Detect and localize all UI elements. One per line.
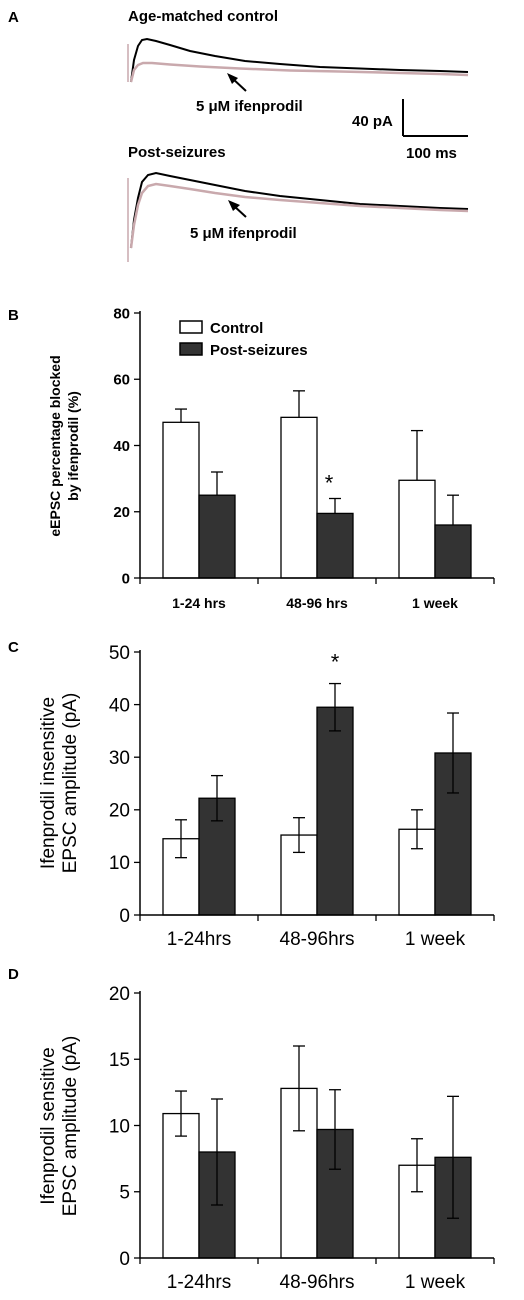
x-category-label-c-2: 1 week (405, 929, 466, 950)
x-category-label-d-1: 48-96hrs (280, 1272, 355, 1293)
arrow-head-control (227, 73, 238, 84)
y-tick-label-c-10: 10 (109, 853, 130, 874)
bar-d-s0-c0 (162, 1112, 200, 1259)
scale-bar-y-label: 40 pA (352, 113, 393, 130)
y-axis-label-b-line1: eEPSC percentage blocked (47, 355, 63, 536)
trace-post-seizures-ifenprodil (129, 182, 469, 249)
x-category-label-d-0: 1-24hrs (167, 1272, 231, 1293)
panel-d: D Ifenprodil sensitive EPSC amplitude (p… (8, 966, 495, 1293)
y-tick-label-d-10: 10 (109, 1116, 130, 1137)
panel-d-letter: D (8, 966, 19, 983)
y-tick-label-b-60: 60 (113, 372, 130, 389)
y-tick-label-d-20: 20 (109, 984, 130, 1005)
bar-b-s0-c1 (280, 416, 318, 579)
y-axis-label-d-line1: Ifenprodil sensitive (38, 1047, 59, 1204)
panel-b: B eEPSC percentage blocked by ifenprodil… (8, 305, 495, 611)
legend-swatch-post-seizures (179, 342, 203, 356)
x-category-label-b-2: 1 week (412, 595, 458, 611)
y-tick-label-c-40: 40 (109, 695, 130, 716)
panel-a-letter: A (8, 9, 19, 26)
trace-post-seizures-black (130, 171, 469, 249)
y-tick-label-b-0: 0 (122, 570, 130, 587)
y-tick-label-c-0: 0 (119, 906, 130, 927)
trace-control-black (130, 37, 469, 83)
significance-star-b-0: * (325, 471, 334, 496)
legend-label-control: Control (210, 320, 263, 337)
x-category-label-b-1: 48-96 hrs (286, 595, 348, 611)
bar-c-s0-c2 (398, 828, 436, 916)
y-tick-label-c-20: 20 (109, 801, 130, 822)
panel-b-letter: B (8, 307, 19, 324)
y-tick-label-d-0: 0 (119, 1249, 130, 1270)
trace-title-control: Age-matched control (128, 8, 278, 25)
significance-star-c-0: * (331, 650, 340, 675)
drug-label-control: 5 μM ifenprodil (196, 98, 303, 115)
panel-c-letter: C (8, 639, 19, 656)
y-tick-label-d-5: 5 (119, 1183, 130, 1204)
y-tick-label-b-20: 20 (113, 504, 130, 521)
y-tick-label-c-50: 50 (109, 643, 130, 664)
bar-b-s1-c0 (198, 494, 236, 579)
plot-area-d: 0 5 10 15 20 1-24hrs 48-96hrs 1 week (109, 984, 495, 1293)
legend-label-post-seizures: Post-seizures (210, 342, 308, 359)
y-axis-label-c-line1: Ifenprodil insensitive (38, 697, 59, 869)
trace-control-ifenprodil (129, 61, 469, 83)
y-axis-label-c-line2: EPSC amplitude (pA) (60, 693, 81, 874)
x-category-label-d-2: 1 week (405, 1272, 466, 1293)
drug-label-post: 5 μM ifenprodil (190, 225, 297, 242)
y-tick-label-b-80: 80 (113, 305, 130, 322)
trace-title-post-seizures: Post-seizures (128, 144, 226, 161)
plot-area-b: 0 20 40 60 80 1-24 hrs 48-96 hrs 1 week * (113, 305, 495, 611)
y-axis-label-b-line2: by ifenprodil (%) (65, 391, 81, 501)
y-tick-label-d-15: 15 (109, 1050, 130, 1071)
bar-b-s0-c0 (162, 421, 200, 579)
plot-area-c: 0 10 20 30 40 50 1-24hrs 48-96hrs 1 week * (109, 643, 495, 950)
bar-b-s1-c2 (434, 524, 472, 579)
arrow-head-post (228, 200, 240, 211)
scale-bar-x-label: 100 ms (406, 145, 457, 162)
y-axis-label-d-line2: EPSC amplitude (pA) (60, 1036, 81, 1217)
panel-a: A Age-matched control 5 μM ifenprodil 40… (8, 8, 469, 262)
y-tick-label-c-30: 30 (109, 748, 130, 769)
x-category-label-c-0: 1-24hrs (167, 929, 231, 950)
y-tick-label-b-40: 40 (113, 438, 130, 455)
legend-swatch-control (179, 320, 203, 334)
panel-c: C Ifenprodil insensitive EPSC amplitude … (8, 639, 495, 950)
bar-c-s1-c1 (316, 706, 354, 916)
bar-b-s1-c1 (316, 512, 354, 579)
x-category-label-b-0: 1-24 hrs (172, 595, 226, 611)
x-category-label-c-1: 48-96hrs (280, 929, 355, 950)
bar-b-s0-c2 (398, 479, 436, 579)
